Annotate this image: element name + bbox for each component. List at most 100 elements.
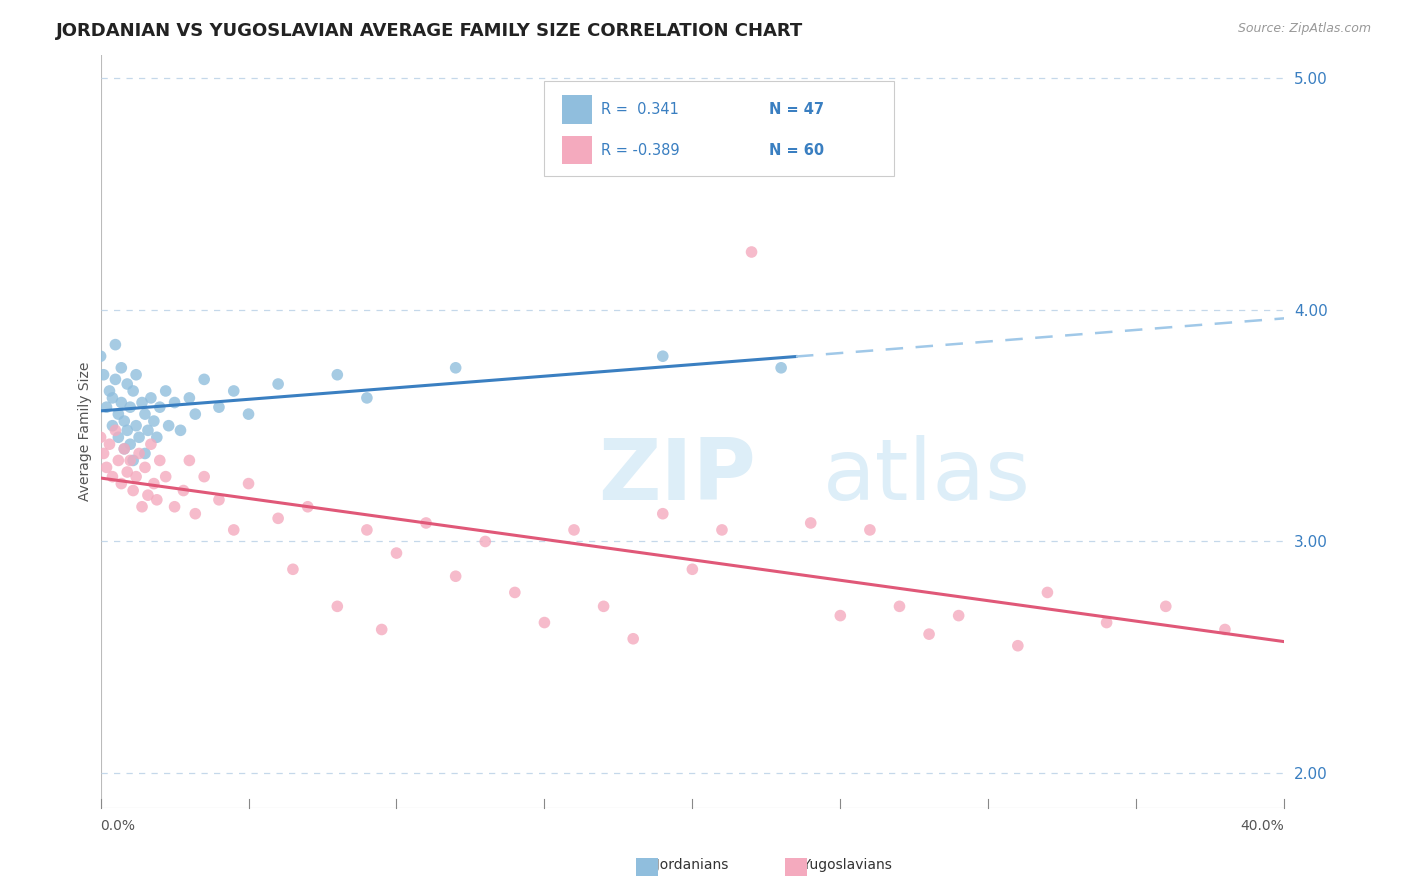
Point	[238, 476, 260, 491]
Point	[110, 476, 132, 491]
Point	[134, 446, 156, 460]
Point	[131, 500, 153, 514]
Point	[474, 534, 496, 549]
Point	[115, 423, 138, 437]
Point	[370, 623, 392, 637]
Bar	[562, 136, 592, 164]
Point	[131, 395, 153, 409]
Point	[120, 400, 142, 414]
Point	[267, 377, 290, 392]
Point	[115, 377, 138, 392]
Point	[326, 599, 349, 614]
Point	[267, 511, 290, 525]
Point	[184, 407, 207, 421]
Point	[96, 460, 118, 475]
Point	[93, 446, 115, 460]
Point	[110, 360, 132, 375]
Point	[139, 437, 162, 451]
Point	[1007, 639, 1029, 653]
Point	[184, 507, 207, 521]
Text: R =  0.341: R = 0.341	[602, 102, 679, 117]
Point	[179, 453, 201, 467]
Point	[297, 500, 319, 514]
Point	[146, 430, 169, 444]
Point	[139, 391, 162, 405]
Point	[918, 627, 941, 641]
Point	[208, 492, 231, 507]
Point	[163, 395, 186, 409]
Point	[157, 418, 180, 433]
Point	[122, 384, 145, 398]
Point	[149, 453, 172, 467]
Point	[110, 395, 132, 409]
Point	[681, 562, 703, 576]
Point	[120, 437, 142, 451]
Point	[444, 569, 467, 583]
Point	[830, 608, 852, 623]
Point	[621, 632, 644, 646]
FancyBboxPatch shape	[544, 81, 894, 176]
Point	[948, 608, 970, 623]
Text: Yugoslavians: Yugoslavians	[794, 858, 893, 872]
Point	[142, 414, 165, 428]
Point	[1095, 615, 1118, 630]
Point	[356, 391, 378, 405]
Point	[155, 469, 177, 483]
Text: N = 60: N = 60	[769, 143, 824, 158]
Point	[222, 523, 245, 537]
Y-axis label: Average Family Size: Average Family Size	[79, 362, 93, 501]
Point	[107, 453, 129, 467]
Point	[503, 585, 526, 599]
Point	[136, 488, 159, 502]
Point	[172, 483, 194, 498]
Text: 0.0%: 0.0%	[101, 820, 135, 833]
Text: Jordanians: Jordanians	[647, 858, 728, 872]
Point	[169, 423, 191, 437]
Point	[101, 391, 124, 405]
Point	[356, 523, 378, 537]
Point	[115, 465, 138, 479]
Point	[98, 384, 121, 398]
Point	[179, 391, 201, 405]
Text: atlas: atlas	[823, 435, 1031, 518]
Point	[112, 442, 135, 456]
Point	[104, 337, 127, 351]
Point	[128, 430, 150, 444]
Text: Source: ZipAtlas.com: Source: ZipAtlas.com	[1237, 22, 1371, 36]
Point	[741, 245, 763, 260]
Point	[90, 430, 112, 444]
Point	[651, 349, 673, 363]
Point	[134, 407, 156, 421]
Point	[222, 384, 245, 398]
Point	[98, 437, 121, 451]
Point	[415, 516, 437, 530]
Text: 40.0%: 40.0%	[1240, 820, 1284, 833]
Point	[104, 372, 127, 386]
Point	[385, 546, 408, 560]
Point	[859, 523, 882, 537]
Text: JORDANIAN VS YUGOSLAVIAN AVERAGE FAMILY SIZE CORRELATION CHART: JORDANIAN VS YUGOSLAVIAN AVERAGE FAMILY …	[56, 22, 803, 40]
Point	[142, 476, 165, 491]
Point	[1036, 585, 1059, 599]
Point	[112, 442, 135, 456]
Point	[134, 460, 156, 475]
Point	[104, 423, 127, 437]
Point	[101, 418, 124, 433]
Point	[208, 400, 231, 414]
Point	[889, 599, 911, 614]
Bar	[562, 95, 592, 124]
Point	[112, 414, 135, 428]
Point	[93, 368, 115, 382]
Point	[770, 360, 793, 375]
Point	[96, 400, 118, 414]
Point	[281, 562, 304, 576]
Point	[128, 446, 150, 460]
Point	[193, 469, 215, 483]
Point	[120, 453, 142, 467]
Point	[238, 407, 260, 421]
Point	[122, 483, 145, 498]
Text: ZIP: ZIP	[598, 435, 755, 518]
Point	[562, 523, 585, 537]
Point	[125, 469, 148, 483]
Point	[107, 430, 129, 444]
